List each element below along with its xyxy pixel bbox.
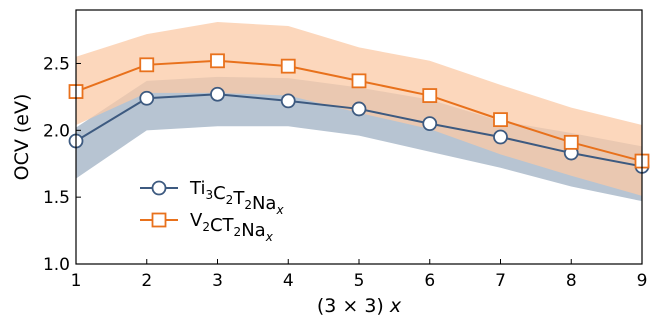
legend-marker-series-1 — [151, 180, 167, 196]
data-point-series-2 — [139, 57, 155, 73]
x-tick-label: 9 — [637, 271, 648, 291]
x-tick-label: 6 — [424, 271, 435, 291]
data-point-series-2 — [351, 73, 367, 89]
legend-label-series-1: Ti3C2T2Nax — [189, 178, 284, 217]
x-tick-label: 4 — [283, 271, 294, 291]
data-point-series-1 — [493, 129, 508, 145]
x-tick-label: 1 — [71, 271, 82, 291]
y-tick-label: 2.5 — [43, 54, 70, 74]
data-point-series-2 — [563, 134, 579, 150]
data-point-series-1 — [280, 93, 296, 109]
x-tick-label: 2 — [141, 271, 152, 291]
x-axis-ticks: 1 2 3 4 5 6 7 8 9 — [71, 259, 648, 291]
data-point-series-2 — [280, 58, 296, 74]
data-point-series-1 — [422, 116, 438, 132]
data-point-series-2 — [422, 88, 438, 103]
x-tick-label: 5 — [354, 271, 365, 291]
x-tick-label: 8 — [566, 271, 577, 291]
y-axis-label: OCV (eV) — [11, 94, 33, 181]
x-axis-label-main: (3 × 3) — [317, 295, 390, 317]
legend-label-series-2: V2CT2Nax — [190, 210, 274, 244]
series-markers — [68, 53, 650, 174]
data-point-series-1 — [351, 101, 367, 117]
data-point-series-2 — [493, 112, 508, 128]
x-tick-label: 7 — [495, 271, 506, 291]
band-series-1 — [76, 76, 642, 202]
y-tick-label: 1.0 — [43, 255, 70, 275]
data-point-series-1 — [139, 90, 155, 106]
x-tick-label: 3 — [212, 271, 223, 291]
y-tick-label: 2.0 — [43, 121, 70, 141]
y-tick-label: 1.5 — [43, 188, 70, 208]
x-axis-label: (3 × 3) x — [317, 295, 402, 317]
x-axis-label-var: x — [389, 295, 402, 317]
legend-marker-series-2 — [151, 212, 167, 228]
data-point-series-2 — [210, 53, 225, 69]
y-axis-ticks: 1.0 1.5 2.0 2.5 — [43, 54, 81, 275]
data-point-series-1 — [210, 86, 225, 102]
